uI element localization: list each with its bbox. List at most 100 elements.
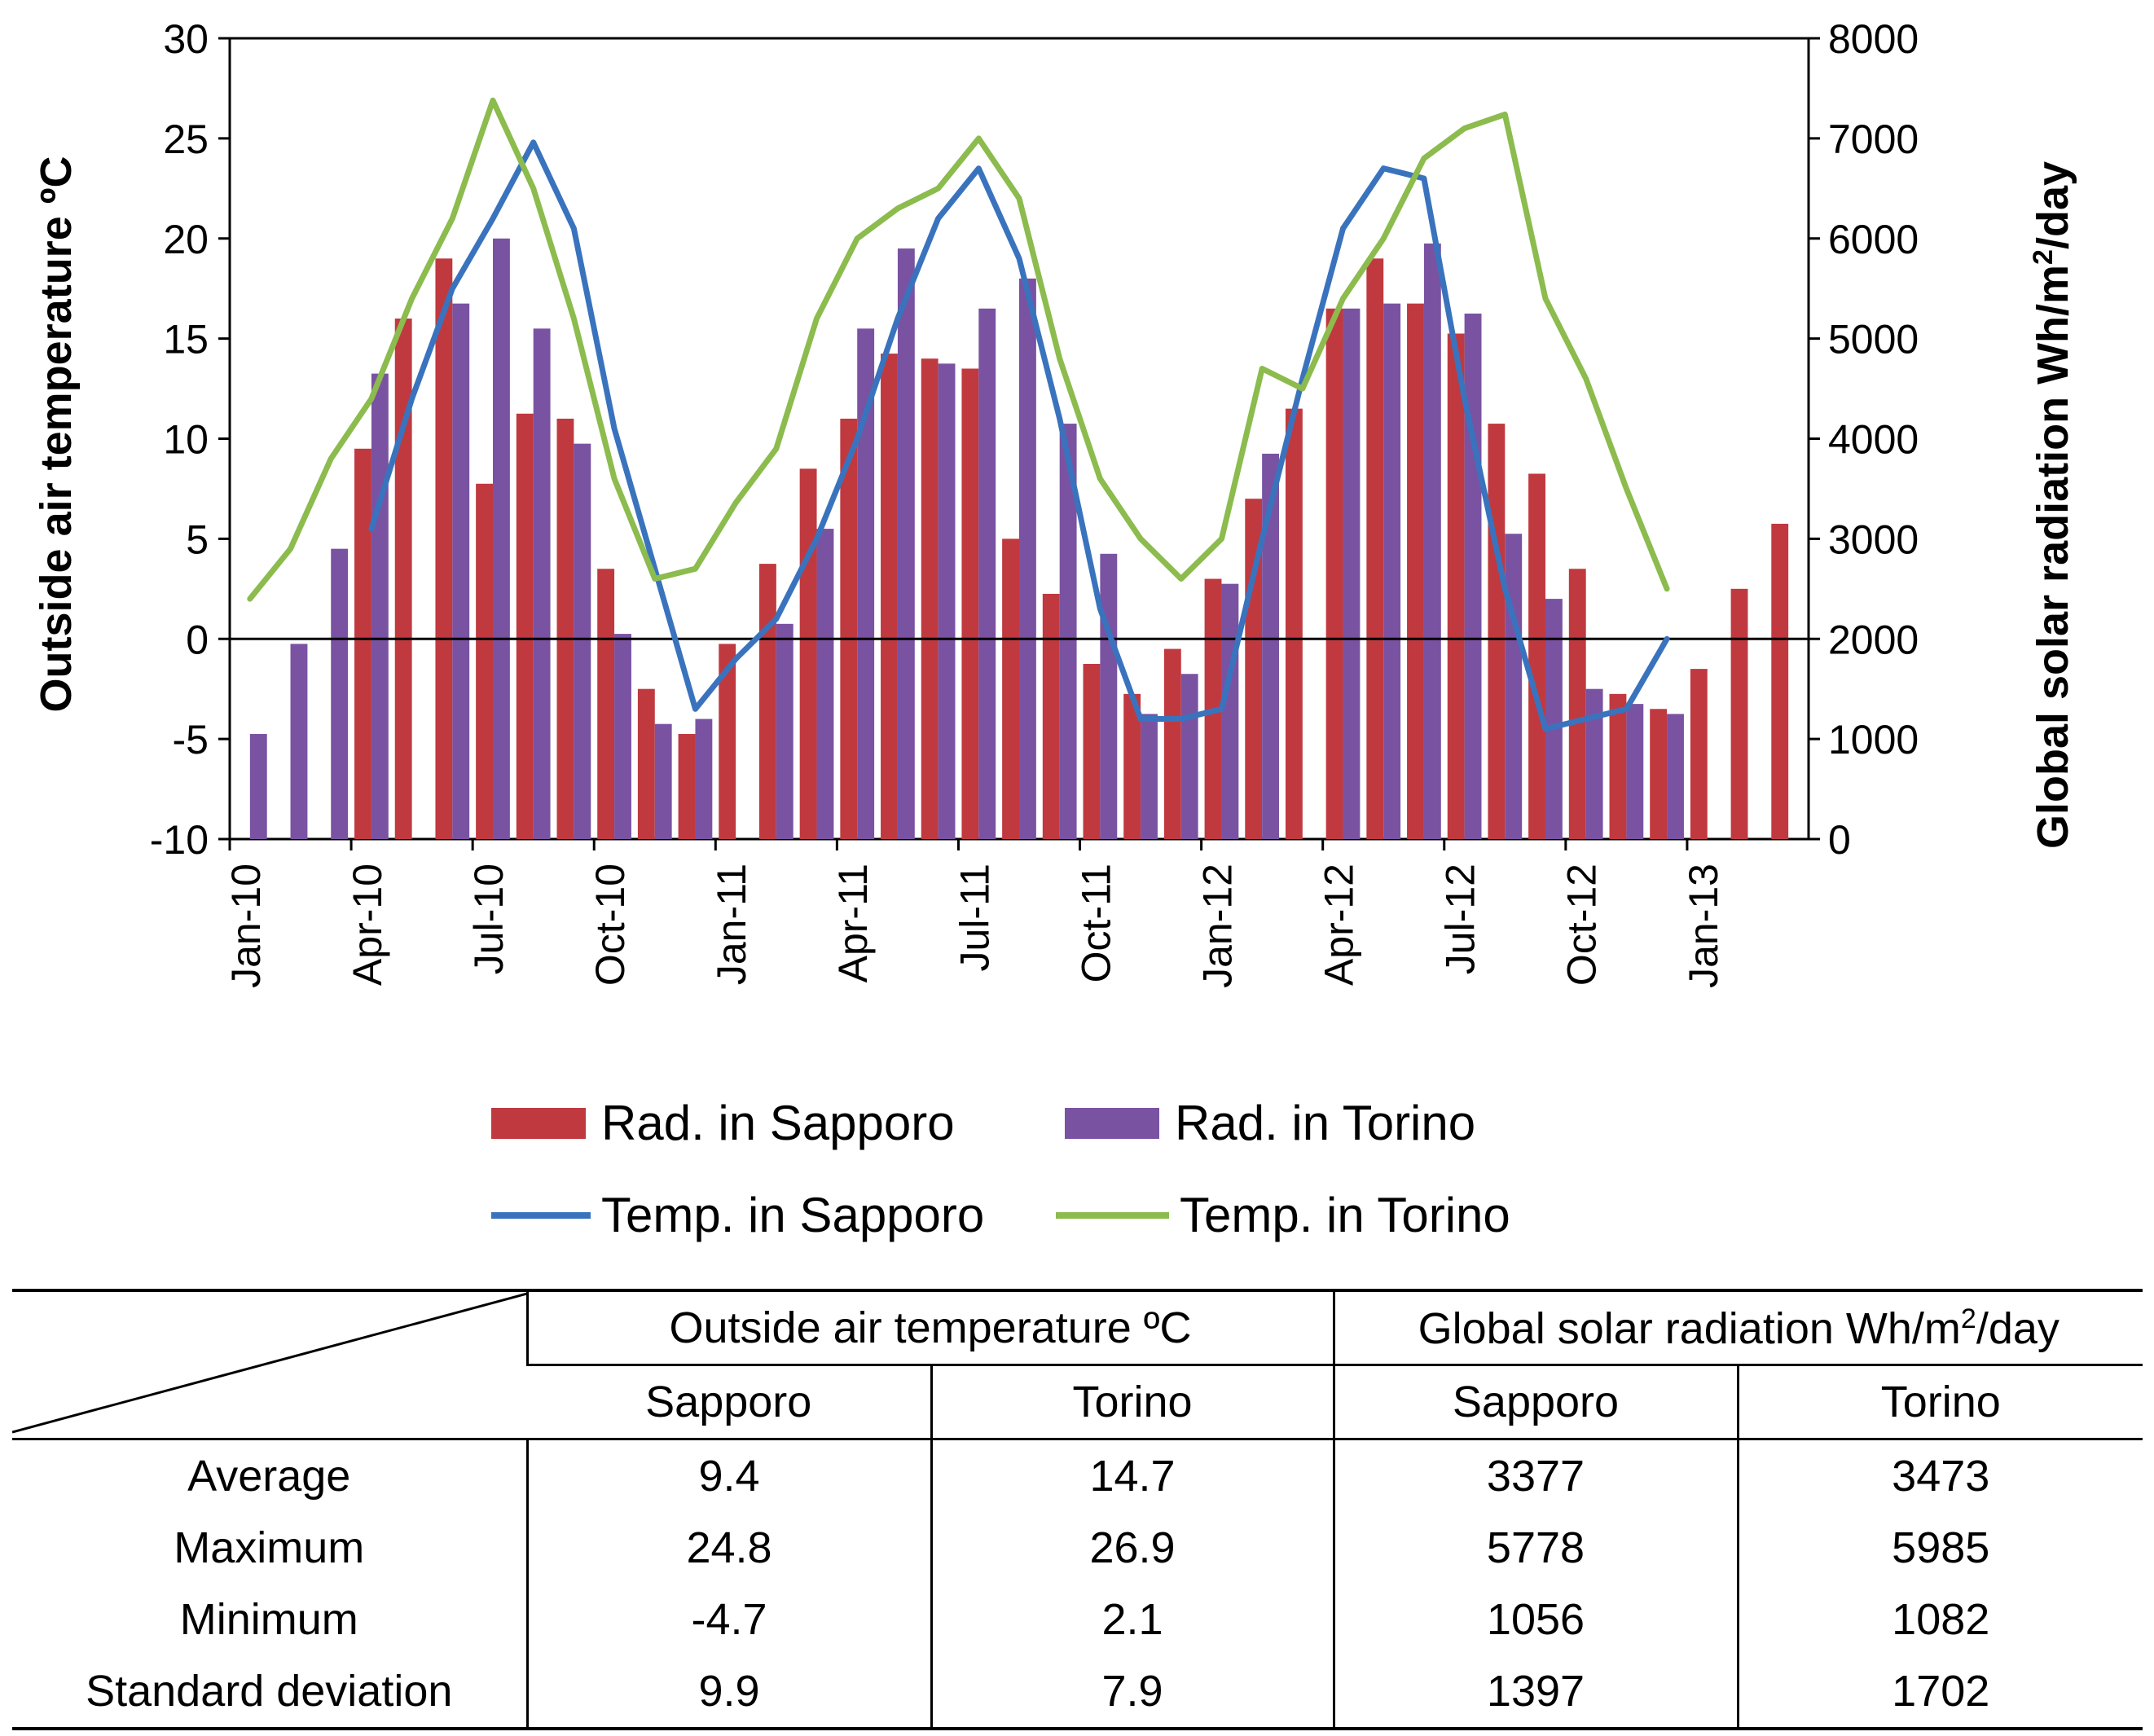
bar-rad-in-sapporo-Aug-12 [1488,424,1506,839]
bar-rad-in-sapporo-Nov-12 [1609,693,1627,839]
bar-rad-in-torino-Aug-10 [533,328,551,839]
bar-rad-in-torino-Oct-10 [614,634,631,839]
x-tick-label: Jan-12 [1195,864,1241,988]
bar-rad-in-torino-Jul-12 [1464,313,1482,839]
x-tick-label: Apr-10 [345,864,390,986]
row-label: Maximum [174,1523,365,1572]
bar-rad-in-torino-Apr-12 [1343,308,1361,839]
bar-rad-in-torino-Nov-11 [1141,714,1158,839]
left-axis-title: Outside air temperature ºC [32,156,81,713]
right-axis-ticks: 8000 7000 6000 5000 4000 3000 2000 1000 0 [1809,16,1919,863]
x-tick-label: Jan-10 [223,864,269,988]
subheader-rad-sapporo: Sapporo [1332,1364,1738,1439]
bar-rad-in-torino-Oct-12 [1585,688,1603,839]
left-tick-label: 10 [163,417,209,463]
row-label: Average [12,1438,527,1512]
bar-rad-in-sapporo-May-12 [1366,258,1384,839]
bar-rad-in-sapporo-Jun-12 [1407,303,1424,839]
right-tick-label: 2000 [1828,617,1919,662]
x-tick-label: Apr-12 [1317,864,1362,986]
bar-rad-in-sapporo-May-11 [881,354,898,839]
x-tick-label: Jul-11 [952,864,997,971]
cell-value: 5985 [1736,1512,2143,1584]
bar-rad-in-sapporo-Dec-12 [1650,709,1668,839]
subheader-rad-torino: Torino [1736,1364,2143,1439]
bar-rad-in-sapporo-Dec-10 [678,733,696,839]
right-tick-label: 1000 [1828,717,1919,763]
subheader-temp-sapporo: Sapporo [527,1364,931,1439]
rad-group-header: Global solar radiation Wh/m2/day [1332,1289,2143,1365]
right-tick-label: 6000 [1828,217,1919,262]
cell-value: 3473 [1736,1438,2143,1512]
bar-series-group [249,238,1789,840]
bar-rad-in-sapporo-Jul-10 [476,483,493,839]
x-tick-label: Jul-12 [1438,864,1484,974]
bar-rad-in-torino-Mar-10 [331,548,349,839]
left-tick-label: 30 [163,16,209,62]
subheader-temp-torino: Torino [930,1364,1334,1439]
bar-rad-in-sapporo-Apr-10 [354,448,371,839]
left-tick-label: 5 [186,516,209,562]
cell-value: 5778 [1332,1512,1738,1584]
row-label: Minimum [179,1595,358,1644]
row-label: Standard deviation [12,1655,527,1730]
left-tick-label: 0 [186,617,209,662]
right-tick-label: 8000 [1828,16,1919,62]
bar-rad-in-torino-Jan-10 [249,733,267,839]
right-tick-label: 3000 [1828,516,1919,562]
bar-rad-in-torino-Sep-12 [1545,599,1563,839]
cell-value: 1702 [1736,1655,2143,1730]
bar-rad-in-sapporo-Mar-13 [1771,523,1789,839]
bar-rad-in-torino-Jun-10 [452,303,470,839]
right-tick-label: 0 [1828,817,1851,863]
table-row-maximum: Maximum 24.8 26.9 5778 5985 [12,1512,2143,1584]
bar-rad-in-torino-Dec-10 [695,719,713,839]
bar-rad-in-torino-Aug-12 [1505,534,1523,839]
bar-rad-in-sapporo-Jun-11 [921,358,939,839]
cell-value: -4.7 [525,1584,931,1655]
statistics-table: Outside air temperature ºC Global solar … [12,1289,2143,1730]
x-axis-ticks: Jan-10 Apr-10 Jul-10 Oct-10 Jan-11 Apr-11 Jul-… [223,839,1726,988]
legend-swatch-rad-torino [1065,1108,1159,1139]
cell-value: 9.9 [525,1655,931,1730]
bar-rad-in-torino-Sep-10 [574,443,591,839]
left-tick-label: 25 [163,116,209,162]
bar-rad-in-sapporo-Oct-10 [597,569,615,839]
bar-rad-in-sapporo-Nov-10 [637,688,655,839]
bar-rad-in-sapporo-Feb-11 [758,564,776,839]
x-tick-label: Jan-11 [709,864,754,985]
bar-rad-in-torino-Jan-12 [1221,583,1239,839]
bar-rad-in-sapporo-Oct-11 [1083,663,1101,839]
bar-rad-in-torino-Aug-11 [1019,278,1036,839]
cell-value: 1056 [1332,1584,1738,1655]
cell-value: 1397 [1332,1655,1738,1730]
bar-rad-in-torino-Feb-12 [1262,453,1280,839]
bar-rad-in-sapporo-Feb-13 [1730,588,1748,839]
legend-label-temp-sapporo: Temp. in Sapporo [601,1188,984,1242]
bar-rad-in-torino-Sep-11 [1059,424,1077,839]
bar-rad-in-torino-May-11 [897,248,915,840]
corner-cell [12,1289,527,1439]
bar-rad-in-sapporo-Apr-12 [1325,308,1343,839]
x-tick-label: Jan-13 [1681,864,1726,988]
left-axis-ticks: 30 25 20 15 10 5 0 -5 -10 [150,16,230,863]
left-tick-label: -10 [150,817,209,863]
right-tick-label: 7000 [1828,116,1919,162]
bar-rad-in-torino-Jun-11 [938,363,956,839]
bar-rad-in-torino-Jun-12 [1423,243,1441,839]
combo-chart: 30 25 20 15 10 5 0 -5 -10 8000 7000 6000 5000 4000 30… [32,16,2077,1242]
bar-rad-in-sapporo-Jul-12 [1447,333,1465,839]
cell-value: 2.1 [930,1584,1334,1655]
right-axis-title: Global solar radiation Wh/m2/day [2028,161,2077,849]
temp-group-header: Outside air temperature ºC [525,1289,1334,1365]
legend-swatch-rad-sapporo [491,1108,586,1139]
bar-rad-in-torino-Apr-10 [371,373,389,840]
bar-rad-in-torino-Oct-11 [1100,553,1118,839]
bar-rad-in-sapporo-Mar-12 [1285,408,1303,839]
corner-diagonal [12,1292,527,1434]
bar-rad-in-torino-Apr-11 [857,328,875,839]
cell-value: 14.7 [930,1438,1334,1512]
bar-rad-in-sapporo-Mar-11 [799,468,817,839]
bar-rad-in-torino-Feb-11 [776,623,793,839]
bar-rad-in-torino-Dec-11 [1180,674,1198,839]
